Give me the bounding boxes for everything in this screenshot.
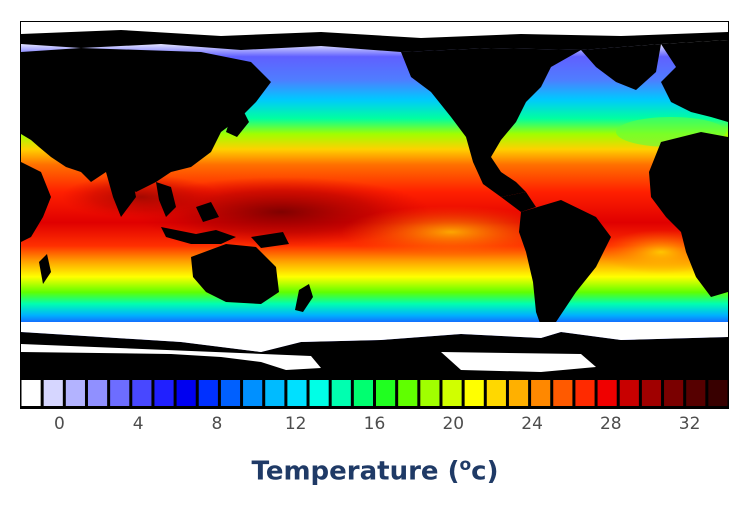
color-swatch: [553, 380, 573, 406]
south-america: [519, 200, 611, 332]
tick-label: 16: [363, 414, 386, 434]
color-swatch: [442, 380, 462, 406]
indonesia: [161, 227, 236, 244]
tick-label: 32: [678, 414, 701, 434]
antarctic-ice-shelf-west: [21, 344, 321, 370]
tick-label: 12: [284, 414, 307, 434]
madagascar: [39, 254, 51, 284]
color-swatch: [110, 380, 130, 406]
sst-map-graphic: [21, 22, 728, 408]
color-swatch: [464, 380, 484, 406]
color-swatch: [243, 380, 263, 406]
borneo: [196, 202, 219, 222]
arctic-sea-ice: [21, 22, 728, 38]
color-swatch: [65, 380, 85, 406]
color-swatch: [420, 380, 440, 406]
north-america: [401, 48, 581, 197]
color-swatch: [43, 380, 63, 406]
new-zealand: [295, 284, 313, 312]
tick-label: 8: [211, 414, 223, 434]
color-swatch: [664, 380, 684, 406]
color-scale-ticks: 0 4 8 12 16 20 24 28 32: [20, 410, 729, 438]
legend-title-unit: c): [471, 456, 499, 487]
color-swatch: [331, 380, 351, 406]
color-swatch: [641, 380, 662, 406]
color-swatch: [508, 380, 529, 406]
color-swatch: [575, 380, 595, 406]
australia: [191, 244, 279, 304]
central-america: [501, 192, 536, 212]
greenland: [581, 44, 661, 90]
color-swatch: [21, 380, 41, 406]
color-swatch: [486, 380, 506, 406]
color-swatch: [686, 380, 706, 406]
color-swatch: [87, 380, 108, 406]
sst-map: [20, 21, 729, 409]
color-swatch: [353, 380, 373, 406]
europe: [661, 40, 728, 122]
tick-label: 20: [442, 414, 465, 434]
color-swatch: [132, 380, 152, 406]
tick-label: 4: [132, 414, 144, 434]
india: [106, 172, 136, 217]
color-swatch: [198, 380, 218, 406]
africa-east-wrap: [21, 162, 51, 242]
eurasia-west: [21, 48, 271, 192]
color-swatch: [154, 380, 174, 406]
color-swatch: [708, 380, 728, 406]
indochina: [156, 182, 176, 217]
color-swatch: [309, 380, 329, 406]
tick-label: 24: [521, 414, 543, 434]
color-swatch: [287, 380, 307, 406]
new-guinea: [251, 232, 289, 248]
africa: [649, 132, 728, 297]
japan: [226, 110, 249, 137]
color-swatch: [176, 380, 196, 406]
pacific-cold-tongue: [341, 206, 561, 258]
color-swatch: [619, 380, 639, 406]
color-swatch: [376, 380, 396, 406]
legend-title: Temperature (oc): [0, 455, 750, 487]
color-swatch: [265, 380, 285, 406]
color-swatch: [398, 380, 418, 406]
legend-title-sup: o: [459, 455, 472, 475]
tick-label: 28: [599, 414, 622, 434]
indian-ocean-warm: [61, 175, 221, 219]
color-swatch: [597, 380, 617, 406]
southern-sea-ice: [21, 322, 728, 352]
antarctic-ice-shelf-east: [441, 352, 596, 372]
color-swatch: [220, 380, 241, 406]
color-swatch: [531, 380, 551, 406]
tick-label: 0: [53, 414, 65, 434]
color-scale: [20, 378, 729, 408]
legend-title-main: Temperature (: [251, 456, 460, 487]
